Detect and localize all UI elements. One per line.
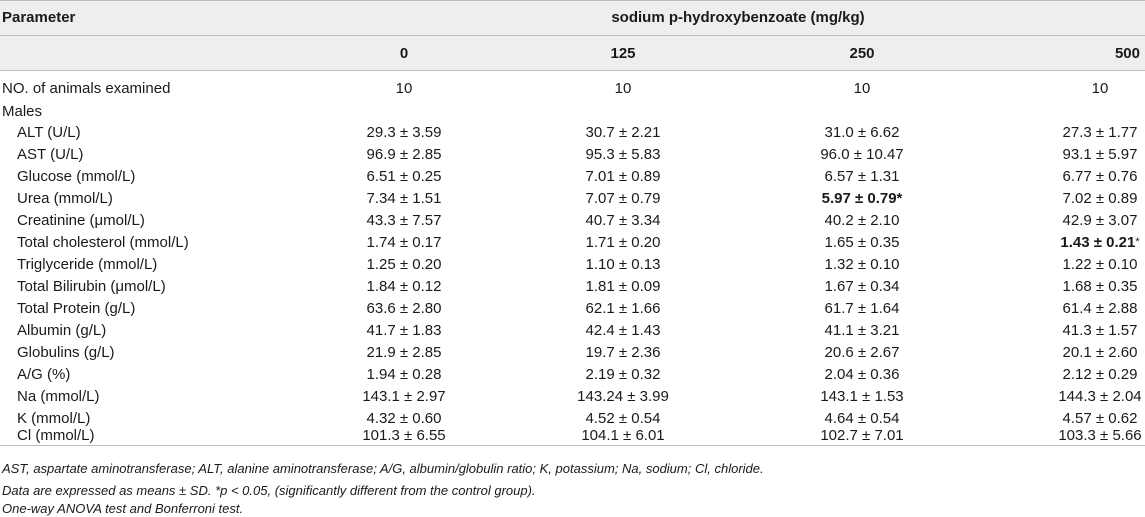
cell-0: 1.74 ± 0.17: [366, 234, 442, 251]
cell-250: 4.64 ± 0.54: [824, 410, 900, 427]
row-label: Triglyceride (mmol/L): [17, 256, 158, 273]
header-bottom-rule: [0, 70, 1145, 71]
cell-500: 6.77 ± 0.76: [1062, 168, 1138, 185]
cell-0: 101.3 ± 6.55: [362, 427, 446, 444]
cell-500: 61.4 ± 2.88: [1062, 300, 1138, 317]
animals-count-250: 10: [853, 80, 871, 97]
animals-label: NO. of animals examined: [2, 80, 171, 97]
cell-0: 6.51 ± 0.25: [366, 168, 442, 185]
cell-125: 1.71 ± 0.20: [585, 234, 661, 251]
cell-0: 1.94 ± 0.28: [366, 366, 442, 383]
animals-count-125: 10: [614, 80, 632, 97]
group-header-rule: [0, 35, 1145, 36]
cell-250: 41.1 ± 3.21: [824, 322, 900, 339]
cell-125: 7.01 ± 0.89: [585, 168, 661, 185]
cell-250: 1.67 ± 0.34: [824, 278, 900, 295]
row-label: Urea (mmol/L): [17, 190, 113, 207]
cell-0: 1.84 ± 0.12: [366, 278, 442, 295]
parameter-header: Parameter: [2, 9, 76, 26]
cell-125: 62.1 ± 1.66: [585, 300, 661, 317]
row-label: Total Bilirubin (μmol/L): [17, 278, 166, 295]
cell-125: 30.7 ± 2.21: [585, 124, 661, 141]
row-label: Cl (mmol/L): [17, 427, 95, 444]
dose-header-250: 250: [849, 45, 875, 62]
cell-500-significant: 1.43 ± 0.21*: [1060, 234, 1139, 252]
dose-header-500: 500: [1114, 45, 1140, 62]
cell-0: 21.9 ± 2.85: [366, 344, 442, 361]
row-label: AST (U/L): [17, 146, 84, 163]
table-bottom-rule: [0, 445, 1145, 446]
cell-125: 2.19 ± 0.32: [585, 366, 661, 383]
animals-count-0: 10: [395, 80, 413, 97]
cell-500: 41.3 ± 1.57: [1062, 322, 1138, 339]
cell-500: 144.3 ± 2.04: [1058, 388, 1142, 405]
row-label: Glucose (mmol/L): [17, 168, 136, 185]
dose-header-125: 125: [610, 45, 636, 62]
top-rule: [0, 0, 1145, 1]
row-label: Total cholesterol (mmol/L): [17, 234, 189, 251]
cell-0: 4.32 ± 0.60: [366, 410, 442, 427]
cell-500: 103.3 ± 5.66: [1058, 427, 1142, 444]
dose-header-0: 0: [399, 45, 409, 62]
cell-250: 102.7 ± 7.01: [820, 427, 904, 444]
cell-0: 96.9 ± 2.85: [366, 146, 442, 163]
cell-0: 7.34 ± 1.51: [366, 190, 442, 207]
cell-250: 6.57 ± 1.31: [824, 168, 900, 185]
cell-125: 7.07 ± 0.79: [585, 190, 661, 207]
animals-count-500: 10: [1091, 80, 1109, 97]
cell-250: 20.6 ± 2.67: [824, 344, 900, 361]
cell-500-value: 1.43 ± 0.21: [1060, 234, 1136, 251]
cell-125: 104.1 ± 6.01: [581, 427, 665, 444]
footnote-statistics: One-way ANOVA test and Bonferroni test.: [2, 501, 244, 516]
cell-500: 1.68 ± 0.35: [1062, 278, 1138, 295]
cell-500: 1.22 ± 0.10: [1062, 256, 1138, 273]
footnote-significance: Data are expressed as means ± SD. *p < 0…: [2, 483, 536, 498]
cell-125: 1.81 ± 0.09: [585, 278, 661, 295]
cell-500: 27.3 ± 1.77: [1062, 124, 1138, 141]
footnote-abbreviations: AST, aspartate aminotransferase; ALT, al…: [2, 461, 764, 476]
row-label: Total Protein (g/L): [17, 300, 136, 317]
cell-0: 41.7 ± 1.83: [366, 322, 442, 339]
cell-0: 63.6 ± 2.80: [366, 300, 442, 317]
cell-500: 93.1 ± 5.97: [1062, 146, 1138, 163]
dose-group-header: sodium p-hydroxybenzoate (mg/kg): [611, 9, 865, 26]
cell-500: 4.57 ± 0.62: [1062, 410, 1138, 427]
cell-250: 143.1 ± 1.53: [820, 388, 904, 405]
cell-0: 143.1 ± 2.97: [362, 388, 446, 405]
row-label: Creatinine (μmol/L): [17, 212, 145, 229]
cell-250: 1.65 ± 0.35: [824, 234, 900, 251]
cell-250-significant: 5.97 ± 0.79*: [821, 190, 903, 207]
cell-250: 96.0 ± 10.47: [820, 146, 904, 163]
cell-0: 1.25 ± 0.20: [366, 256, 442, 273]
cell-250: 2.04 ± 0.36: [824, 366, 900, 383]
cell-125: 42.4 ± 1.43: [585, 322, 661, 339]
row-label: Albumin (g/L): [17, 322, 107, 339]
section-males: Males: [2, 103, 43, 120]
cell-250: 1.32 ± 0.10: [824, 256, 900, 273]
row-label: Na (mmol/L): [17, 388, 100, 405]
cell-0: 29.3 ± 3.59: [366, 124, 442, 141]
row-label: Globulins (g/L): [17, 344, 115, 361]
cell-250: 31.0 ± 6.62: [824, 124, 900, 141]
cell-0: 43.3 ± 7.57: [366, 212, 442, 229]
cell-500: 20.1 ± 2.60: [1062, 344, 1138, 361]
row-label: A/G (%): [17, 366, 71, 383]
row-label: ALT (U/L): [17, 124, 81, 141]
cell-250: 40.2 ± 2.10: [824, 212, 900, 229]
cell-125: 143.24 ± 3.99: [577, 388, 669, 405]
cell-250: 61.7 ± 1.64: [824, 300, 900, 317]
cell-125: 95.3 ± 5.83: [585, 146, 661, 163]
cell-125: 1.10 ± 0.13: [585, 256, 661, 273]
cell-125: 4.52 ± 0.54: [585, 410, 661, 427]
cell-500: 2.12 ± 0.29: [1062, 366, 1138, 383]
row-label: K (mmol/L): [17, 410, 91, 427]
significance-star: *: [1135, 236, 1140, 248]
cell-500: 42.9 ± 3.07: [1062, 212, 1138, 229]
cell-500: 7.02 ± 0.89: [1062, 190, 1138, 207]
cell-125: 19.7 ± 2.36: [585, 344, 661, 361]
cell-125: 40.7 ± 3.34: [585, 212, 661, 229]
